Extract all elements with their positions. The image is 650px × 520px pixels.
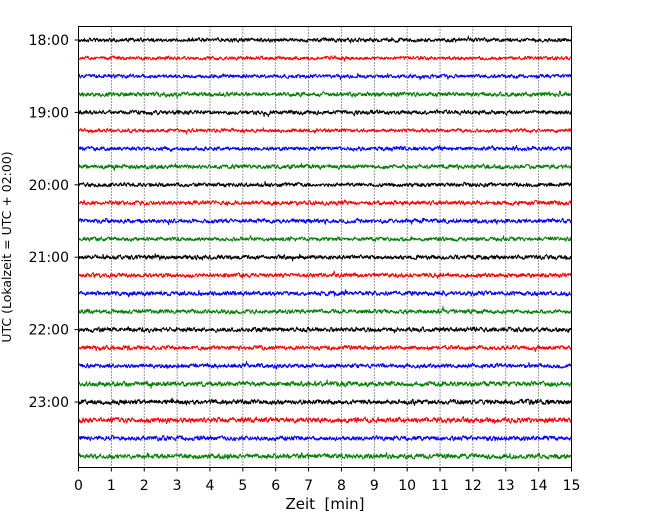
y-tick-label: 23:00 bbox=[29, 395, 69, 411]
x-tick-label: 11 bbox=[431, 478, 449, 494]
x-tick-label: 8 bbox=[337, 478, 346, 494]
seismic-trace-row bbox=[78, 73, 572, 81]
y-axis-title: UTC (Lokalzeit = UTC + 02:00) bbox=[0, 151, 14, 342]
y-tick-label: 18:00 bbox=[29, 33, 69, 49]
x-tick-label: 0 bbox=[74, 478, 83, 494]
seismic-trace-row bbox=[78, 397, 572, 406]
y-tick-label: 21:00 bbox=[29, 250, 69, 266]
x-tick-label: 2 bbox=[140, 478, 149, 494]
seismic-trace-row bbox=[78, 452, 572, 460]
seismic-trace-row bbox=[78, 379, 572, 389]
x-tick-label: 3 bbox=[173, 478, 182, 494]
x-tick-label: 7 bbox=[304, 478, 313, 494]
x-tick-label: 13 bbox=[497, 478, 515, 494]
seismic-trace-row bbox=[78, 416, 572, 425]
seismic-trace-row bbox=[78, 35, 572, 44]
x-axis-ticks: 0 1 2 3 4 5 6 7 8 9 10 11 12 13 14 15 bbox=[74, 467, 581, 494]
seismic-trace-row bbox=[78, 360, 572, 370]
y-tick-label: 19:00 bbox=[29, 105, 69, 121]
y-axis-ticks: 18:00 19:00 20:00 21:00 22:00 23:00 bbox=[29, 33, 79, 411]
y-tick-label: 22:00 bbox=[29, 323, 69, 339]
seismic-trace-row bbox=[78, 253, 572, 262]
seismic-trace-row bbox=[78, 289, 572, 298]
x-tick-label: 6 bbox=[271, 478, 280, 494]
x-tick-label: 1 bbox=[107, 478, 116, 494]
seismic-trace-row bbox=[78, 163, 572, 171]
seismic-trace-row bbox=[78, 109, 572, 118]
seismic-traces bbox=[78, 35, 572, 460]
seismic-trace-row bbox=[78, 90, 572, 99]
seismic-trace-row bbox=[78, 55, 572, 62]
seismic-trace-row bbox=[78, 217, 572, 226]
x-tick-label: 5 bbox=[238, 478, 247, 494]
plot-frame bbox=[78, 26, 572, 468]
seismic-trace-row bbox=[78, 326, 572, 334]
x-tick-label: 14 bbox=[530, 478, 548, 494]
seismic-trace-row bbox=[78, 434, 572, 442]
seismic-trace-row bbox=[78, 344, 572, 353]
seismic-trace-row bbox=[78, 144, 572, 153]
seismic-trace-row bbox=[78, 127, 572, 135]
x-tick-label: 15 bbox=[563, 478, 581, 494]
seismic-trace-row bbox=[78, 306, 572, 315]
x-tick-label: 10 bbox=[398, 478, 416, 494]
seismic-trace-row bbox=[78, 199, 572, 206]
x-tick-label: 9 bbox=[370, 478, 379, 494]
x-tick-label: 4 bbox=[206, 478, 215, 494]
seismic-trace-row bbox=[78, 180, 572, 188]
x-axis-title: Zeit [min] bbox=[285, 495, 364, 513]
y-tick-label: 20:00 bbox=[29, 178, 69, 194]
seismic-trace-row bbox=[78, 270, 572, 279]
x-tick-label: 12 bbox=[464, 478, 482, 494]
seismic-trace-row bbox=[78, 235, 572, 242]
